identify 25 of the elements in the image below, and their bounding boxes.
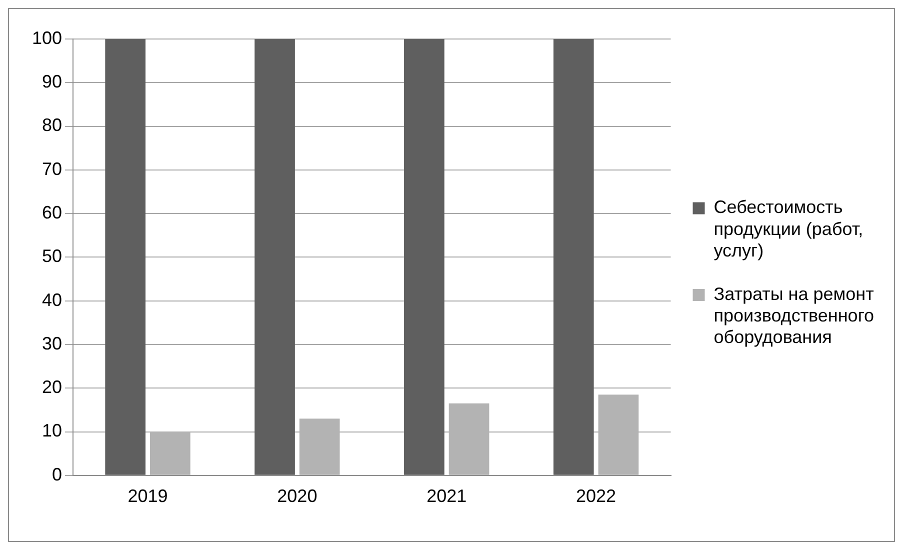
y-tick-label: 90 [42, 72, 62, 92]
y-tick-label: 30 [42, 333, 62, 354]
y-tick-label: 70 [42, 158, 62, 179]
bar [254, 39, 295, 475]
bar [299, 418, 340, 475]
y-tick-label: 60 [42, 202, 62, 223]
y-tick-label: 80 [42, 115, 62, 136]
bar [448, 403, 490, 475]
legend-label: Затраты на ремонт производственного оборудования [714, 284, 874, 348]
x-tick-label: 2022 [576, 486, 616, 506]
y-tick-label: 0 [52, 464, 62, 484]
x-tick-label: 2021 [426, 486, 467, 506]
x-tick-label: 2020 [277, 486, 318, 506]
y-tick-label: 100 [32, 28, 62, 48]
x-tick-label: 2019 [128, 486, 168, 506]
y-tick-label: 40 [42, 290, 62, 310]
y-tick-label: 20 [42, 377, 62, 398]
bar [150, 432, 190, 475]
bar [404, 39, 444, 475]
legend-label: Себестоимость продукции (работ, услуг) [714, 197, 864, 260]
bar [105, 39, 146, 475]
y-tick-label: 10 [42, 420, 62, 441]
bar [553, 39, 594, 475]
y-tick-label: 50 [42, 246, 62, 266]
bar [598, 394, 639, 475]
